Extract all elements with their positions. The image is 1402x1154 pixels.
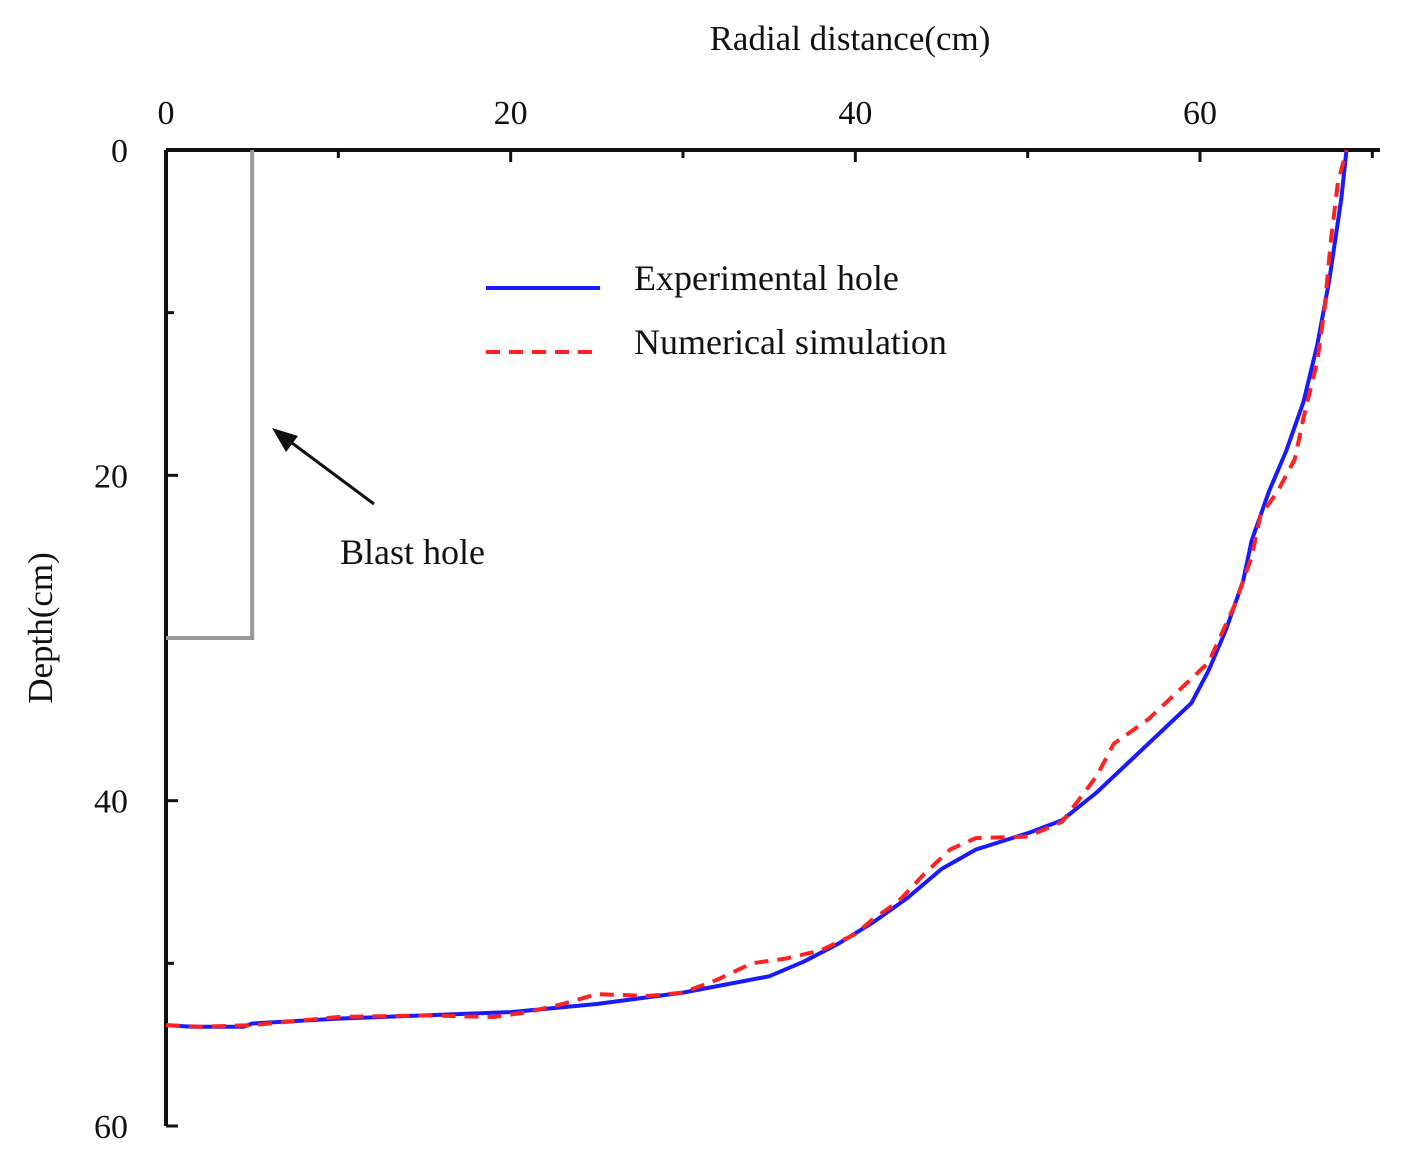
x-axis-ticks: 0 20 40 60 bbox=[158, 95, 1374, 162]
numerical-simulation-line bbox=[165, 149, 1349, 1029]
legend-label: Numerical simulation bbox=[634, 322, 947, 362]
blast-hole-outline bbox=[166, 150, 255, 640]
blast-hole-annotation: Blast hole bbox=[272, 428, 485, 572]
blast-hole-wall bbox=[166, 150, 255, 640]
legend: Experimental hole Numerical simulation bbox=[486, 258, 947, 362]
y-tick-label: 60 bbox=[94, 1109, 128, 1146]
blast-hole-label: Blast hole bbox=[340, 532, 485, 572]
series-lines bbox=[165, 149, 1349, 1029]
y-tick-label: 0 bbox=[111, 133, 128, 170]
x-tick-label: 20 bbox=[494, 95, 528, 132]
y-tick-label: 20 bbox=[94, 458, 128, 495]
x-axis-title: Radial distance(cm) bbox=[710, 19, 991, 58]
y-tick-label: 40 bbox=[94, 784, 128, 821]
x-tick-label: 60 bbox=[1183, 95, 1217, 132]
x-tick-label: 0 bbox=[158, 95, 175, 132]
x-tick-label: 40 bbox=[838, 95, 872, 132]
legend-label: Experimental hole bbox=[634, 258, 899, 298]
blast-hole-arrow bbox=[287, 438, 375, 506]
y-axis-title: Depth(cm) bbox=[21, 552, 60, 704]
arrow-head-icon bbox=[272, 428, 298, 452]
y-axis-ticks: 0 20 40 60 bbox=[94, 133, 178, 1146]
